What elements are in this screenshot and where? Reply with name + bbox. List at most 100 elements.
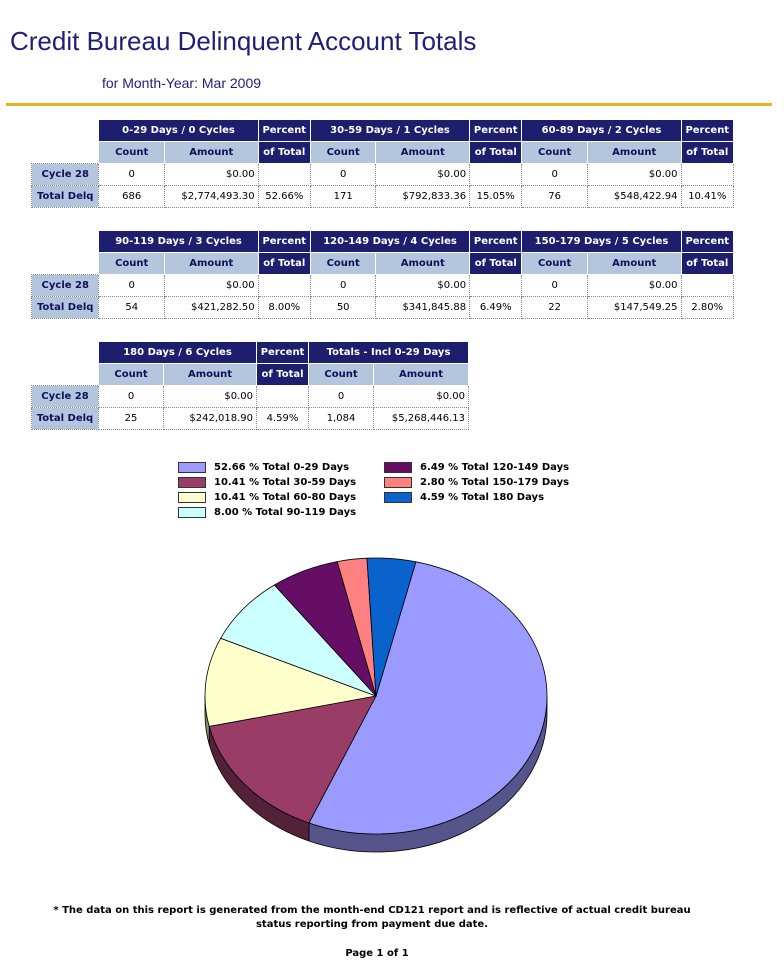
pie-slice-1 — [208, 695, 377, 824]
row-label: Cycle 28 — [31, 385, 99, 408]
amount-cell: $242,018.90 — [162, 407, 258, 430]
page-title: Credit Bureau Delinquent Account Totals — [10, 26, 477, 56]
group-header: 150-179 Days / 5 Cycles — [521, 230, 682, 253]
amount-cell: $792,833.36 — [375, 185, 471, 208]
count-cell: 0 — [98, 163, 165, 186]
count-cell: 25 — [98, 407, 164, 430]
percent-cell: 10.41% — [680, 185, 735, 208]
count-cell: 76 — [521, 185, 588, 208]
row-label: Total Delq — [31, 407, 99, 430]
amount-cell: $0.00 — [586, 163, 682, 186]
percent-header: Percent — [256, 341, 310, 364]
amount-cell: $147,549.25 — [586, 296, 682, 319]
count-header: Count — [521, 141, 588, 164]
count-header: Count — [98, 363, 164, 386]
count-cell: 0 — [521, 163, 588, 186]
percent-cell: 6.49% — [469, 296, 523, 319]
amount-cell: $341,845.88 — [375, 296, 471, 319]
report-period: for Month-Year: Mar 2009 — [102, 75, 262, 91]
amount-header: Amount — [375, 252, 471, 275]
count-cell: 0 — [98, 385, 164, 408]
percent-cell: 2.80% — [680, 296, 735, 319]
delinquency-table-2: 90-119 Days / 3 Cycles Percent 120-149 D… — [30, 230, 735, 319]
of-total-header: of Total — [680, 141, 735, 164]
table-row: Total Delq 25 $242,018.90 4.59% 1,084 $5… — [31, 407, 470, 430]
percent-cell — [257, 163, 311, 186]
percent-cell — [256, 385, 310, 408]
legend-swatch — [178, 461, 206, 473]
legend-item: 2.80 % Total 150-179 Days — [384, 476, 569, 490]
legend-item: 10.41 % Total 30-59 Days — [178, 476, 356, 490]
count-cell: 0 — [309, 274, 377, 297]
percent-header: Percent — [469, 230, 523, 253]
of-total-header: of Total — [257, 141, 311, 164]
amount-header: Amount — [163, 141, 259, 164]
percent-cell: 8.00% — [257, 296, 311, 319]
footnote-line: status reporting from payment due date. — [255, 919, 489, 930]
of-total-header: of Total — [469, 252, 523, 275]
legend-label: 4.59 % Total 180 Days — [420, 492, 545, 503]
table-row: Cycle 28 0 $0.00 0 $0.00 0 $0.00 — [30, 274, 735, 297]
of-total-header: of Total — [680, 252, 735, 275]
count-cell: 0 — [308, 385, 375, 408]
group-header: 180 Days / 6 Cycles — [97, 341, 258, 364]
pie-slice-6 — [366, 557, 417, 697]
corner-cell — [31, 141, 99, 164]
legend-swatch — [384, 461, 412, 473]
amount-header: Amount — [375, 141, 471, 164]
count-header: Count — [98, 141, 165, 164]
legend-label: 52.66 % Total 0-29 Days — [214, 462, 350, 473]
legend-item: 6.49 % Total 120-149 Days — [384, 461, 569, 475]
count-header: Count — [98, 252, 165, 275]
row-label: Total Delq — [30, 296, 100, 319]
amount-cell: $0.00 — [163, 163, 259, 186]
legend-swatch — [384, 491, 412, 503]
count-header: Count — [309, 252, 377, 275]
amount-cell: $0.00 — [373, 385, 470, 408]
table-row: Cycle 28 0 $0.00 0 $0.00 0 $0.00 — [30, 163, 735, 186]
delinquency-pie-chart — [204, 557, 548, 853]
group-header: Totals - Incl 0-29 Days — [308, 341, 470, 364]
legend-label: 2.80 % Total 150-179 Days — [420, 477, 570, 488]
amount-cell: $0.00 — [162, 385, 258, 408]
row-label: Total Delq — [30, 185, 100, 208]
amount-cell: $548,422.94 — [586, 185, 682, 208]
footnote: * The data on this report is generated f… — [0, 904, 744, 932]
pie-slice-0 — [308, 561, 548, 835]
footnote-line: * The data on this report is generated f… — [53, 905, 691, 916]
percent-cell — [257, 274, 311, 297]
delinquency-table-3: 180 Days / 6 Cycles Percent Totals - Inc… — [31, 341, 470, 430]
row-label: Cycle 28 — [30, 163, 100, 186]
count-header: Count — [309, 141, 377, 164]
group-header: 0-29 Days / 0 Cycles — [98, 119, 259, 142]
legend-label: 8.00 % Total 90-119 Days — [214, 507, 357, 518]
legend-swatch — [178, 491, 206, 503]
header-divider — [6, 103, 772, 106]
amount-cell: $2,774,493.30 — [163, 185, 259, 208]
legend-swatch — [178, 476, 206, 488]
count-cell: 686 — [98, 185, 165, 208]
legend-swatch — [178, 506, 206, 518]
percent-header: Percent — [257, 230, 311, 253]
percent-cell — [469, 274, 523, 297]
count-cell: 0 — [309, 163, 377, 186]
delinquency-table-1: 0-29 Days / 0 Cycles Percent 30-59 Days … — [30, 119, 735, 208]
legend-label: 6.49 % Total 120-149 Days — [420, 462, 570, 473]
group-header: 60-89 Days / 2 Cycles — [521, 119, 682, 142]
count-header: Count — [308, 363, 375, 386]
of-total-header: of Total — [256, 363, 310, 386]
percent-cell: 52.66% — [257, 185, 311, 208]
count-cell: 171 — [309, 185, 377, 208]
percent-cell: 15.05% — [469, 185, 523, 208]
count-cell: 54 — [98, 296, 165, 319]
count-cell: 22 — [521, 296, 588, 319]
corner-cell — [31, 363, 99, 386]
percent-header: Percent — [257, 119, 311, 142]
count-cell: 0 — [98, 274, 165, 297]
count-header: Count — [521, 252, 588, 275]
table-row: Cycle 28 0 $0.00 0 $0.00 — [31, 385, 470, 408]
count-cell: 1,084 — [308, 407, 375, 430]
corner-cell — [31, 230, 99, 253]
pie-slice-2 — [204, 637, 378, 727]
amount-cell: $0.00 — [375, 163, 471, 186]
